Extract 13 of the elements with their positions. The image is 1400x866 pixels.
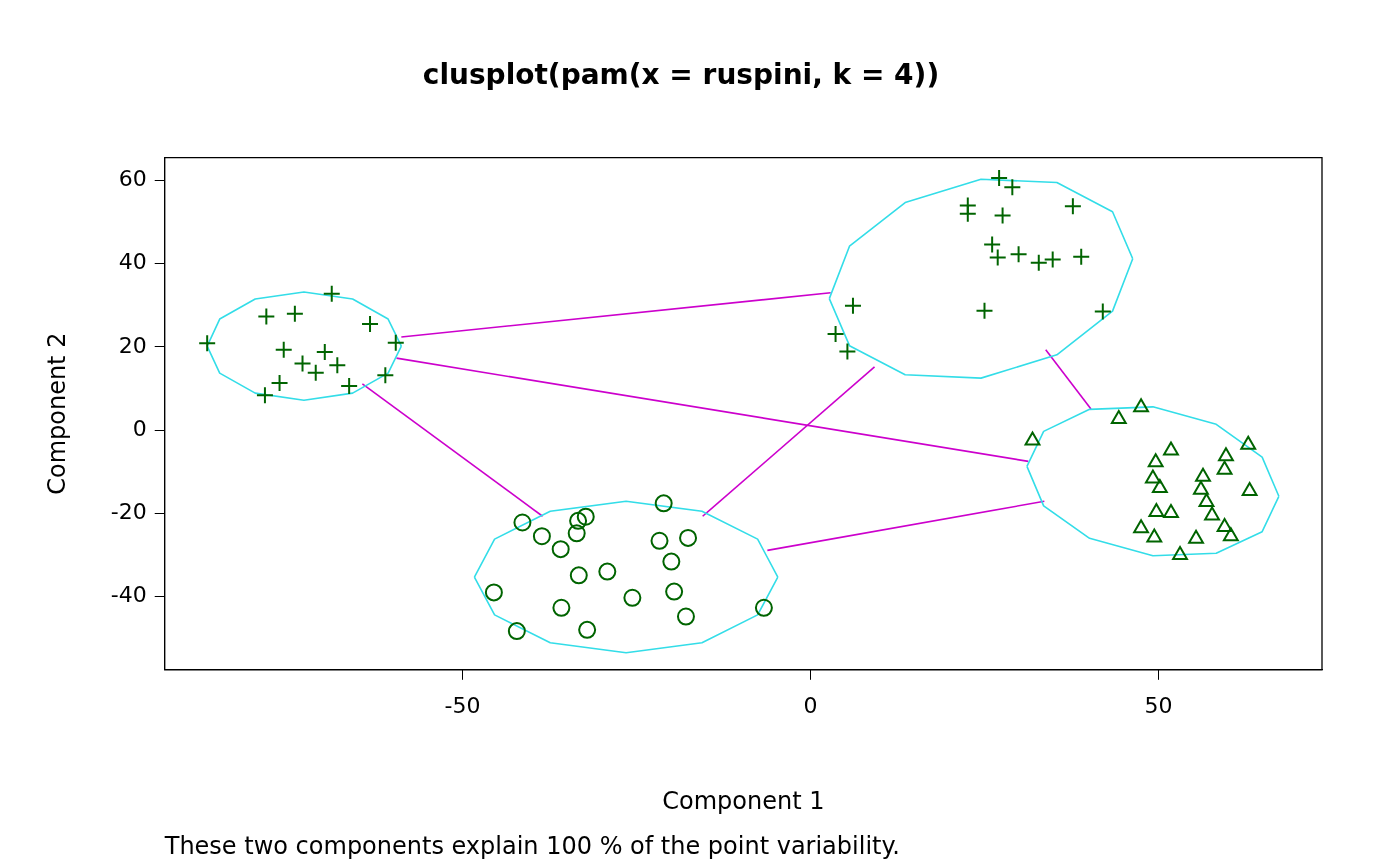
y-tick-label: 20 (118, 332, 147, 358)
x-axis-title: Component 1 (662, 786, 825, 815)
y-tick-label: 0 (132, 415, 147, 441)
y-tick-label: 60 (118, 166, 147, 192)
x-tick-label: 0 (803, 692, 818, 718)
x-tick-label: -50 (444, 692, 481, 718)
chart-title: clusplot(pam(x = ruspini, k = 4)) (422, 58, 940, 92)
y-axis-title: Component 2 (42, 332, 71, 495)
text: These two components explain 100 % of the point variability. (163, 832, 900, 860)
y-tick-label: -20 (110, 499, 147, 525)
y-tick-label: -40 (110, 582, 147, 608)
y-tick-label: 40 (118, 249, 147, 275)
x-tick-label: 50 (1144, 692, 1173, 718)
